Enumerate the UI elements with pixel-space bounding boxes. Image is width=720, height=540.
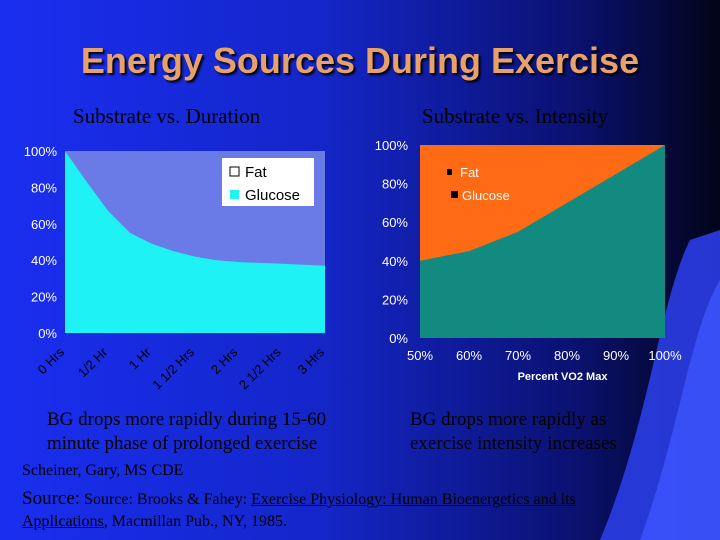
right-note-line1: BG drops more rapidly as bbox=[410, 409, 607, 430]
x-tick-label: 0 Hrs bbox=[35, 344, 68, 377]
duration-area-chart: 0% 20% 40% 60% 80% 100% 0 Hrs 1/2 Hr 1 Hr1 1/2 H… bbox=[24, 144, 328, 392]
y-tick-label: 100% bbox=[24, 144, 58, 159]
x-tick-label: 80% bbox=[554, 348, 580, 363]
source-line: Source: Source: Brooks & Fahey: Exercise… bbox=[22, 488, 576, 510]
y-tick-label: 60% bbox=[31, 217, 57, 232]
x-tick-label: 2 Hrs bbox=[208, 344, 241, 377]
legend-label-fat: Fat bbox=[245, 164, 268, 181]
x-tick-label: 3 Hrs bbox=[295, 344, 328, 377]
x-tick-label: 100% bbox=[648, 348, 682, 363]
y-tick-label: 20% bbox=[382, 292, 408, 307]
x-tick-label: 60% bbox=[456, 348, 482, 363]
y-tick-label: 100% bbox=[375, 138, 409, 153]
y-tick-label: 0% bbox=[38, 326, 57, 341]
slide-title: Energy Sources During Exercise bbox=[80, 40, 640, 81]
author-credit: Scheiner, Gary, MS CDE bbox=[22, 462, 184, 479]
y-tick-label: 60% bbox=[382, 215, 408, 230]
right-note-line2: exercise intensity increases bbox=[410, 433, 617, 454]
left-chart-subtitle: Substrate vs. Duration bbox=[73, 104, 261, 128]
x-tick-label: 90% bbox=[603, 348, 629, 363]
x-axis-title: Percent VO2 Max bbox=[518, 371, 609, 383]
intensity-area-chart: 0% 20% 40% 60% 80% 100% 50% 60% 70% 80% 90% 100% Per… bbox=[375, 138, 682, 383]
legend-swatch-fat bbox=[447, 169, 452, 175]
source-text: Source: Brooks & Fahey: bbox=[84, 491, 248, 508]
source-publisher: , Macmillan Pub., NY, 1985. bbox=[103, 513, 288, 530]
y-tick-label: 40% bbox=[31, 253, 57, 268]
glucose-area bbox=[65, 151, 325, 333]
x-tick-label: 1 1/2 Hrs bbox=[149, 344, 197, 392]
legend-label-glucose: Glucose bbox=[245, 187, 300, 204]
legend-label-fat: Fat bbox=[460, 165, 479, 180]
legend-swatch-fat bbox=[229, 166, 240, 177]
legend-swatch-glucose bbox=[230, 190, 239, 199]
x-tick-label: 50% bbox=[407, 348, 433, 363]
legend-label-glucose: Glucose bbox=[462, 188, 510, 203]
x-tick-label: 2 1/2 Hrs bbox=[236, 344, 284, 392]
source-book-title-cont[interactable]: Applications bbox=[22, 513, 104, 530]
left-note-line2: minute phase of prolonged exercise bbox=[47, 433, 318, 454]
x-tick-label: 1 Hr bbox=[126, 344, 154, 372]
left-note-line1: BG drops more rapidly during 15-60 bbox=[47, 409, 327, 430]
x-tick-label: 1/2 Hr bbox=[75, 344, 111, 380]
x-tick-label: 70% bbox=[505, 348, 531, 363]
legend-swatch-glucose bbox=[451, 191, 458, 198]
source-book-title[interactable]: Exercise Physiology: Human Bioenergetics… bbox=[251, 491, 576, 508]
right-chart-subtitle: Substrate vs. Intensity bbox=[422, 104, 609, 128]
source-line-2: Applications, Macmillan Pub., NY, 1985. bbox=[22, 513, 287, 531]
y-tick-label: 80% bbox=[382, 177, 408, 192]
y-tick-label: 40% bbox=[382, 254, 408, 269]
y-tick-label: 20% bbox=[31, 290, 57, 305]
y-tick-label: 0% bbox=[389, 331, 408, 346]
y-tick-label: 80% bbox=[31, 180, 57, 195]
source-label: Source: bbox=[22, 488, 81, 509]
glucose-area bbox=[420, 145, 665, 338]
